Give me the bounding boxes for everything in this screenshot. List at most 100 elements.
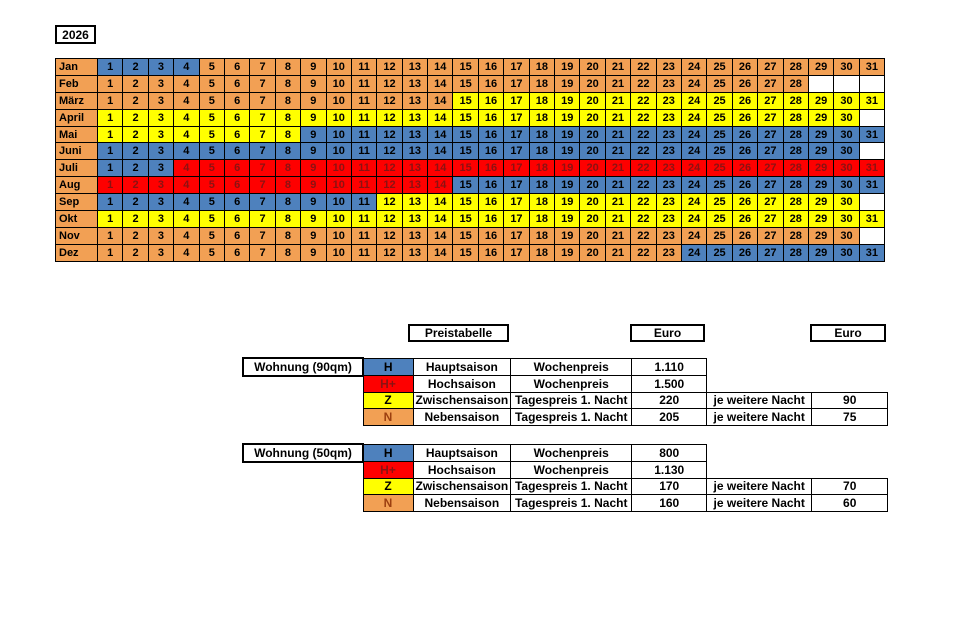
empty-area [707, 444, 888, 462]
day-cell: 12 [376, 159, 403, 178]
day-cell: 18 [528, 74, 556, 93]
empty-area [707, 358, 888, 376]
day-cell: 28 [782, 176, 809, 195]
day-cell: 28 [782, 125, 809, 144]
day-cell: 6 [223, 210, 251, 228]
price-row: N Nebensaison Tagespreis 1. Nacht 160 je… [243, 494, 889, 512]
day-cell: 13 [401, 108, 429, 127]
day-cell: 10 [325, 159, 352, 178]
day-cell: 5 [198, 108, 225, 127]
day-cell: 7 [249, 125, 276, 144]
day-cell: 11 [350, 210, 378, 228]
day-cell: 17 [503, 142, 530, 161]
day-cell: 3 [147, 125, 175, 144]
day-cell: 3 [147, 74, 175, 93]
season-code-cell: H [362, 443, 414, 463]
day-cell: 27 [757, 176, 784, 195]
day-cell: 7 [249, 91, 276, 110]
day-cell: 29 [807, 108, 835, 127]
day-cell: 27 [757, 125, 784, 144]
day-cell: 24 [680, 125, 708, 144]
day-cell: 11 [350, 159, 378, 178]
price-row: Z Zwischensaison Tagespreis 1. Nacht 170… [243, 477, 889, 496]
day-cell: 9 [300, 142, 327, 161]
day-cell: 8 [274, 159, 302, 178]
day-cell: 19 [554, 193, 581, 212]
day-cell: 8 [274, 243, 302, 262]
day-cell: 18 [528, 226, 556, 245]
day-cell: 21 [604, 226, 632, 245]
extra-night-price: 90 [811, 391, 889, 410]
season-name: Zwischensaison [412, 477, 512, 496]
day-cell: 3 [147, 176, 175, 195]
day-cell: 3 [147, 159, 175, 178]
day-cell: 20 [579, 243, 606, 262]
day-cell: 20 [579, 108, 606, 127]
day-cell: 7 [249, 142, 276, 161]
day-cell: 7 [249, 193, 276, 212]
month-row-juni: Juni 1 2 3 4 5 6 7 8 9 10 11 12 13 14 15 16 17 18 19 20 21 22 2… [55, 142, 886, 161]
day-cell: 2 [122, 176, 149, 195]
day-cell: 8 [274, 226, 302, 245]
day-cell: 2 [122, 243, 149, 262]
season-name: Nebensaison [412, 408, 512, 426]
empty-area [243, 495, 363, 512]
day-cell: 13 [401, 226, 429, 245]
month-label: Dez [55, 243, 98, 262]
day-cell: 26 [731, 176, 759, 195]
day-cell: 24 [680, 243, 708, 262]
day-cell: 13 [401, 125, 429, 144]
day-cell: 2 [122, 91, 149, 110]
season-calendar: Jan 1 2 3 4 5 6 7 8 9 10 11 12 13 14 15 16 17 18 19 20 21 22 23… [55, 58, 886, 262]
day-cell: 18 [528, 108, 556, 127]
day-cell: 2 [122, 159, 149, 178]
day-cell: 4 [173, 159, 200, 178]
day-cell: 12 [376, 210, 403, 228]
day-cell: 30 [833, 125, 860, 144]
day-cell: 18 [528, 125, 556, 144]
day-cell: 21 [604, 125, 632, 144]
season-name: Zwischensaison [412, 391, 512, 410]
day-cell: 3 [147, 226, 175, 245]
day-cell: 24 [680, 74, 708, 93]
day-cell: 3 [147, 91, 175, 110]
day-cell: 27 [757, 74, 784, 93]
day-cell: 10 [325, 193, 352, 212]
season-code-cell: H [362, 357, 414, 377]
day-cell: 17 [503, 176, 530, 195]
day-cell: 9 [300, 176, 327, 195]
day-cell: 23 [655, 108, 682, 127]
price-value: 220 [631, 391, 708, 410]
day-cell: 6 [223, 58, 251, 76]
day-cell: 13 [401, 74, 429, 93]
season-code-cell: Z [362, 391, 414, 410]
empty-day-cell [807, 74, 835, 93]
day-cell: 8 [274, 58, 302, 76]
day-cell: 1 [96, 176, 124, 195]
month-label: Feb [55, 74, 98, 93]
day-cell: 17 [503, 125, 530, 144]
day-cell: 19 [554, 108, 581, 127]
day-cell: 20 [579, 74, 606, 93]
day-cell: 6 [223, 159, 251, 178]
day-cell: 22 [630, 210, 657, 228]
day-cell: 27 [757, 243, 784, 262]
day-cell: 26 [731, 226, 759, 245]
season-name: Hochsaison [412, 461, 512, 479]
day-cell: 13 [401, 193, 429, 212]
day-cell: 14 [427, 210, 454, 228]
day-cell: 6 [223, 176, 251, 195]
empty-area [243, 376, 363, 393]
day-cell: 12 [376, 176, 403, 195]
price-row: Wohnung (50qm) H Hauptsaison Wochenpreis… [242, 443, 888, 463]
month-row-nov: Nov 1 2 3 4 5 6 7 8 9 10 11 12 13 14 15 16 17 18 19 20 21 22 23… [55, 226, 886, 245]
day-cell: 21 [604, 108, 632, 127]
day-cell: 29 [807, 193, 835, 212]
day-cell: 16 [477, 159, 505, 178]
price-row: H+ Hochsaison Wochenpreis 1.130 [243, 461, 888, 479]
day-cell: 29 [807, 125, 835, 144]
day-cell: 17 [503, 91, 530, 110]
price-type: Tagespreis 1. Nacht [510, 494, 633, 512]
day-cell: 21 [604, 58, 632, 76]
